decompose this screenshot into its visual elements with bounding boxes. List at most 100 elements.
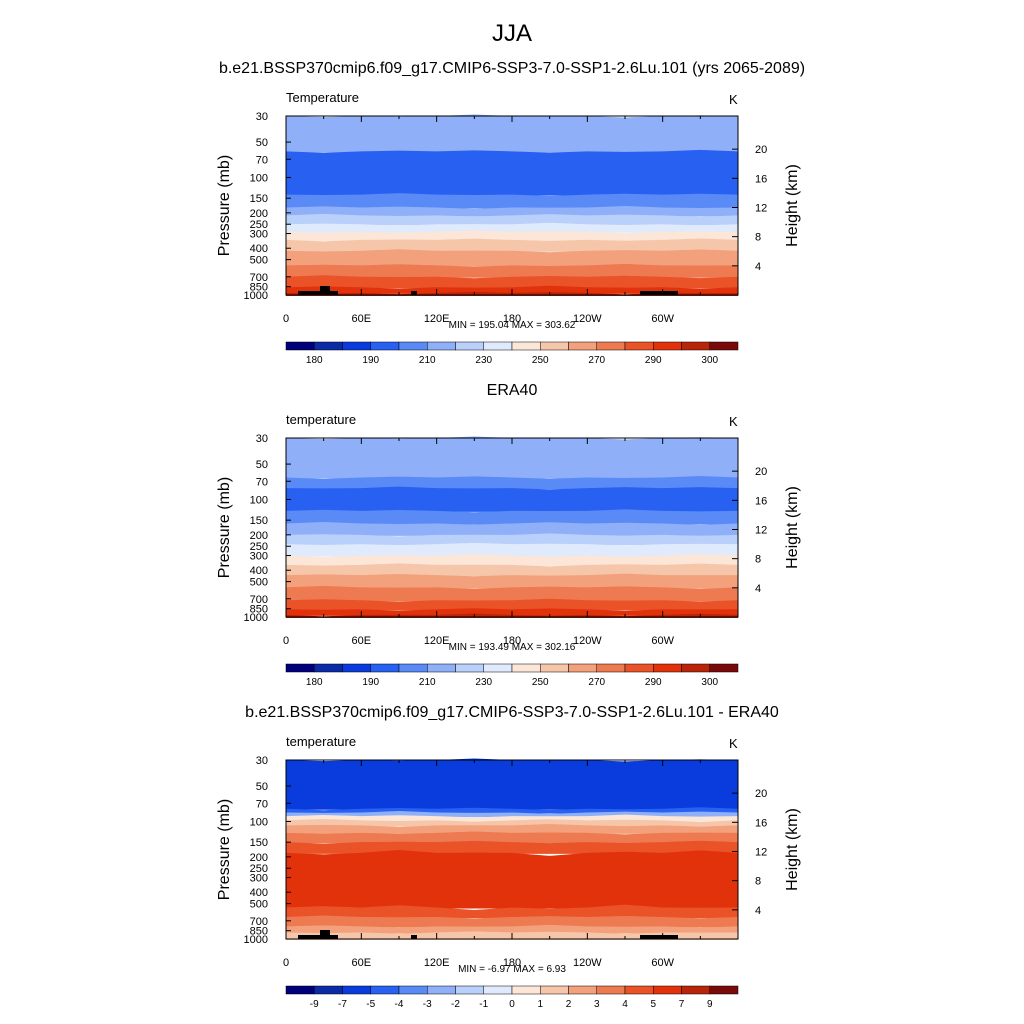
units-label: K xyxy=(729,736,738,751)
colorbar-label: 2 xyxy=(566,999,572,1010)
contour-band xyxy=(286,598,738,611)
y-tick-label: 850 xyxy=(250,282,268,294)
colorbar-swatch xyxy=(427,985,456,995)
colorbar-label: 270 xyxy=(588,677,605,688)
contour-band xyxy=(286,230,738,241)
y-axis-title: Pressure (mb) xyxy=(216,799,233,900)
y-tick-label: 150 xyxy=(250,193,268,205)
contour-band xyxy=(286,818,738,827)
contour-band xyxy=(286,554,738,566)
contour-band xyxy=(286,275,738,289)
terrain-mask xyxy=(298,291,322,295)
y2-tick-label: 8 xyxy=(755,232,761,244)
y-tick-label: 1000 xyxy=(244,290,268,302)
contour-band xyxy=(286,149,738,196)
terrain-mask xyxy=(330,291,338,295)
contour-band xyxy=(286,849,738,909)
contour-band xyxy=(286,475,738,490)
x-tick-label: 0 xyxy=(283,313,289,325)
colorbar-label: 210 xyxy=(419,677,436,688)
y-tick-label: 300 xyxy=(250,551,268,563)
x-tick-label: 180 xyxy=(503,313,521,325)
colorbar-label: 290 xyxy=(645,355,662,366)
y-tick-label: 50 xyxy=(256,137,268,149)
panel-subtitle: b.e21.BSSP370cmip6.f09_g17.CMIP6-SSP3-7.… xyxy=(245,704,779,721)
units-label: K xyxy=(729,414,738,429)
y-tick-label: 250 xyxy=(250,863,268,875)
contour-band xyxy=(286,205,738,217)
y-tick-label: 50 xyxy=(256,459,268,471)
x-tick-label: 60W xyxy=(651,635,674,647)
y-tick-label: 70 xyxy=(256,154,268,166)
colorbar-label: 180 xyxy=(306,677,323,688)
min-max-label: MIN = 193.49 MAX = 302.16 xyxy=(448,642,576,653)
colorbar-label: -1 xyxy=(479,999,488,1010)
contour-band xyxy=(286,840,738,854)
y2-tick-label: 20 xyxy=(755,788,767,800)
colorbar-label: 1 xyxy=(537,999,543,1010)
colorbar-label: 7 xyxy=(679,999,685,1010)
y-tick-label: 100 xyxy=(250,172,268,184)
colorbar-label: 190 xyxy=(362,355,379,366)
contour-band xyxy=(286,263,738,278)
variable-label: Temperature xyxy=(286,90,359,105)
colorbar-swatch xyxy=(370,985,400,995)
y2-tick-label: 16 xyxy=(755,173,767,185)
x-tick-label: 120E xyxy=(424,313,450,325)
colorbar-swatch xyxy=(624,985,654,995)
colorbar-label: 250 xyxy=(532,355,549,366)
y-tick-label: 250 xyxy=(250,219,268,231)
colorbar-swatch xyxy=(511,985,541,995)
y2-axis-title: Height (km) xyxy=(784,486,801,569)
terrain-mask xyxy=(640,291,678,295)
y-axis-title: Pressure (mb) xyxy=(216,155,233,256)
y-tick-label: 70 xyxy=(256,476,268,488)
contour-band xyxy=(286,585,738,602)
y2-tick-label: 20 xyxy=(755,466,767,478)
contour-band xyxy=(286,573,738,589)
panel-subtitle: b.e21.BSSP370cmip6.f09_g17.CMIP6-SSP3-7.… xyxy=(218,60,806,77)
main-title: JJA xyxy=(491,20,532,47)
contour-band xyxy=(286,924,738,934)
terrain-mask xyxy=(411,935,417,939)
colorbar-label: 250 xyxy=(532,677,549,688)
colorbar-label: -3 xyxy=(423,999,432,1010)
min-max-label: MIN = -6.97 MAX = 6.93 xyxy=(458,964,566,975)
terrain-mask xyxy=(298,935,322,939)
x-tick-label: 120W xyxy=(573,635,602,647)
colorbar-label: 4 xyxy=(622,999,628,1010)
y-tick-label: 1000 xyxy=(244,612,268,624)
contour-band xyxy=(286,486,738,512)
colorbar-label: -5 xyxy=(366,999,375,1010)
colorbar-swatch xyxy=(709,985,739,995)
y-tick-label: 700 xyxy=(250,594,268,606)
y-tick-label: 50 xyxy=(256,781,268,793)
y-tick-label: 30 xyxy=(256,755,268,767)
y-tick-label: 200 xyxy=(250,852,268,864)
contour-band xyxy=(286,436,738,479)
y-axis-title: Pressure (mb) xyxy=(216,477,233,578)
colorbar-swatch xyxy=(342,985,371,995)
x-tick-label: 60W xyxy=(651,957,674,969)
colorbar-swatch xyxy=(398,985,428,995)
terrain-mask xyxy=(320,286,330,295)
y-tick-label: 200 xyxy=(250,530,268,542)
variable-label: temperature xyxy=(286,412,357,427)
y-tick-label: 300 xyxy=(250,873,268,885)
y-tick-label: 500 xyxy=(250,255,268,267)
y-tick-label: 70 xyxy=(256,798,268,810)
y2-tick-label: 8 xyxy=(755,554,761,566)
y2-tick-label: 8 xyxy=(755,876,761,888)
x-tick-label: 180 xyxy=(503,957,521,969)
contour-band xyxy=(286,509,738,525)
colorbar-label: 210 xyxy=(419,355,436,366)
y-tick-label: 300 xyxy=(250,229,268,241)
colorbar-label: -7 xyxy=(338,999,347,1010)
y-tick-label: 850 xyxy=(250,926,268,938)
y2-tick-label: 12 xyxy=(755,202,767,214)
y-tick-label: 100 xyxy=(250,816,268,828)
contour-band xyxy=(286,831,738,844)
contour-band xyxy=(286,213,738,226)
colorbar-label: 190 xyxy=(362,677,379,688)
